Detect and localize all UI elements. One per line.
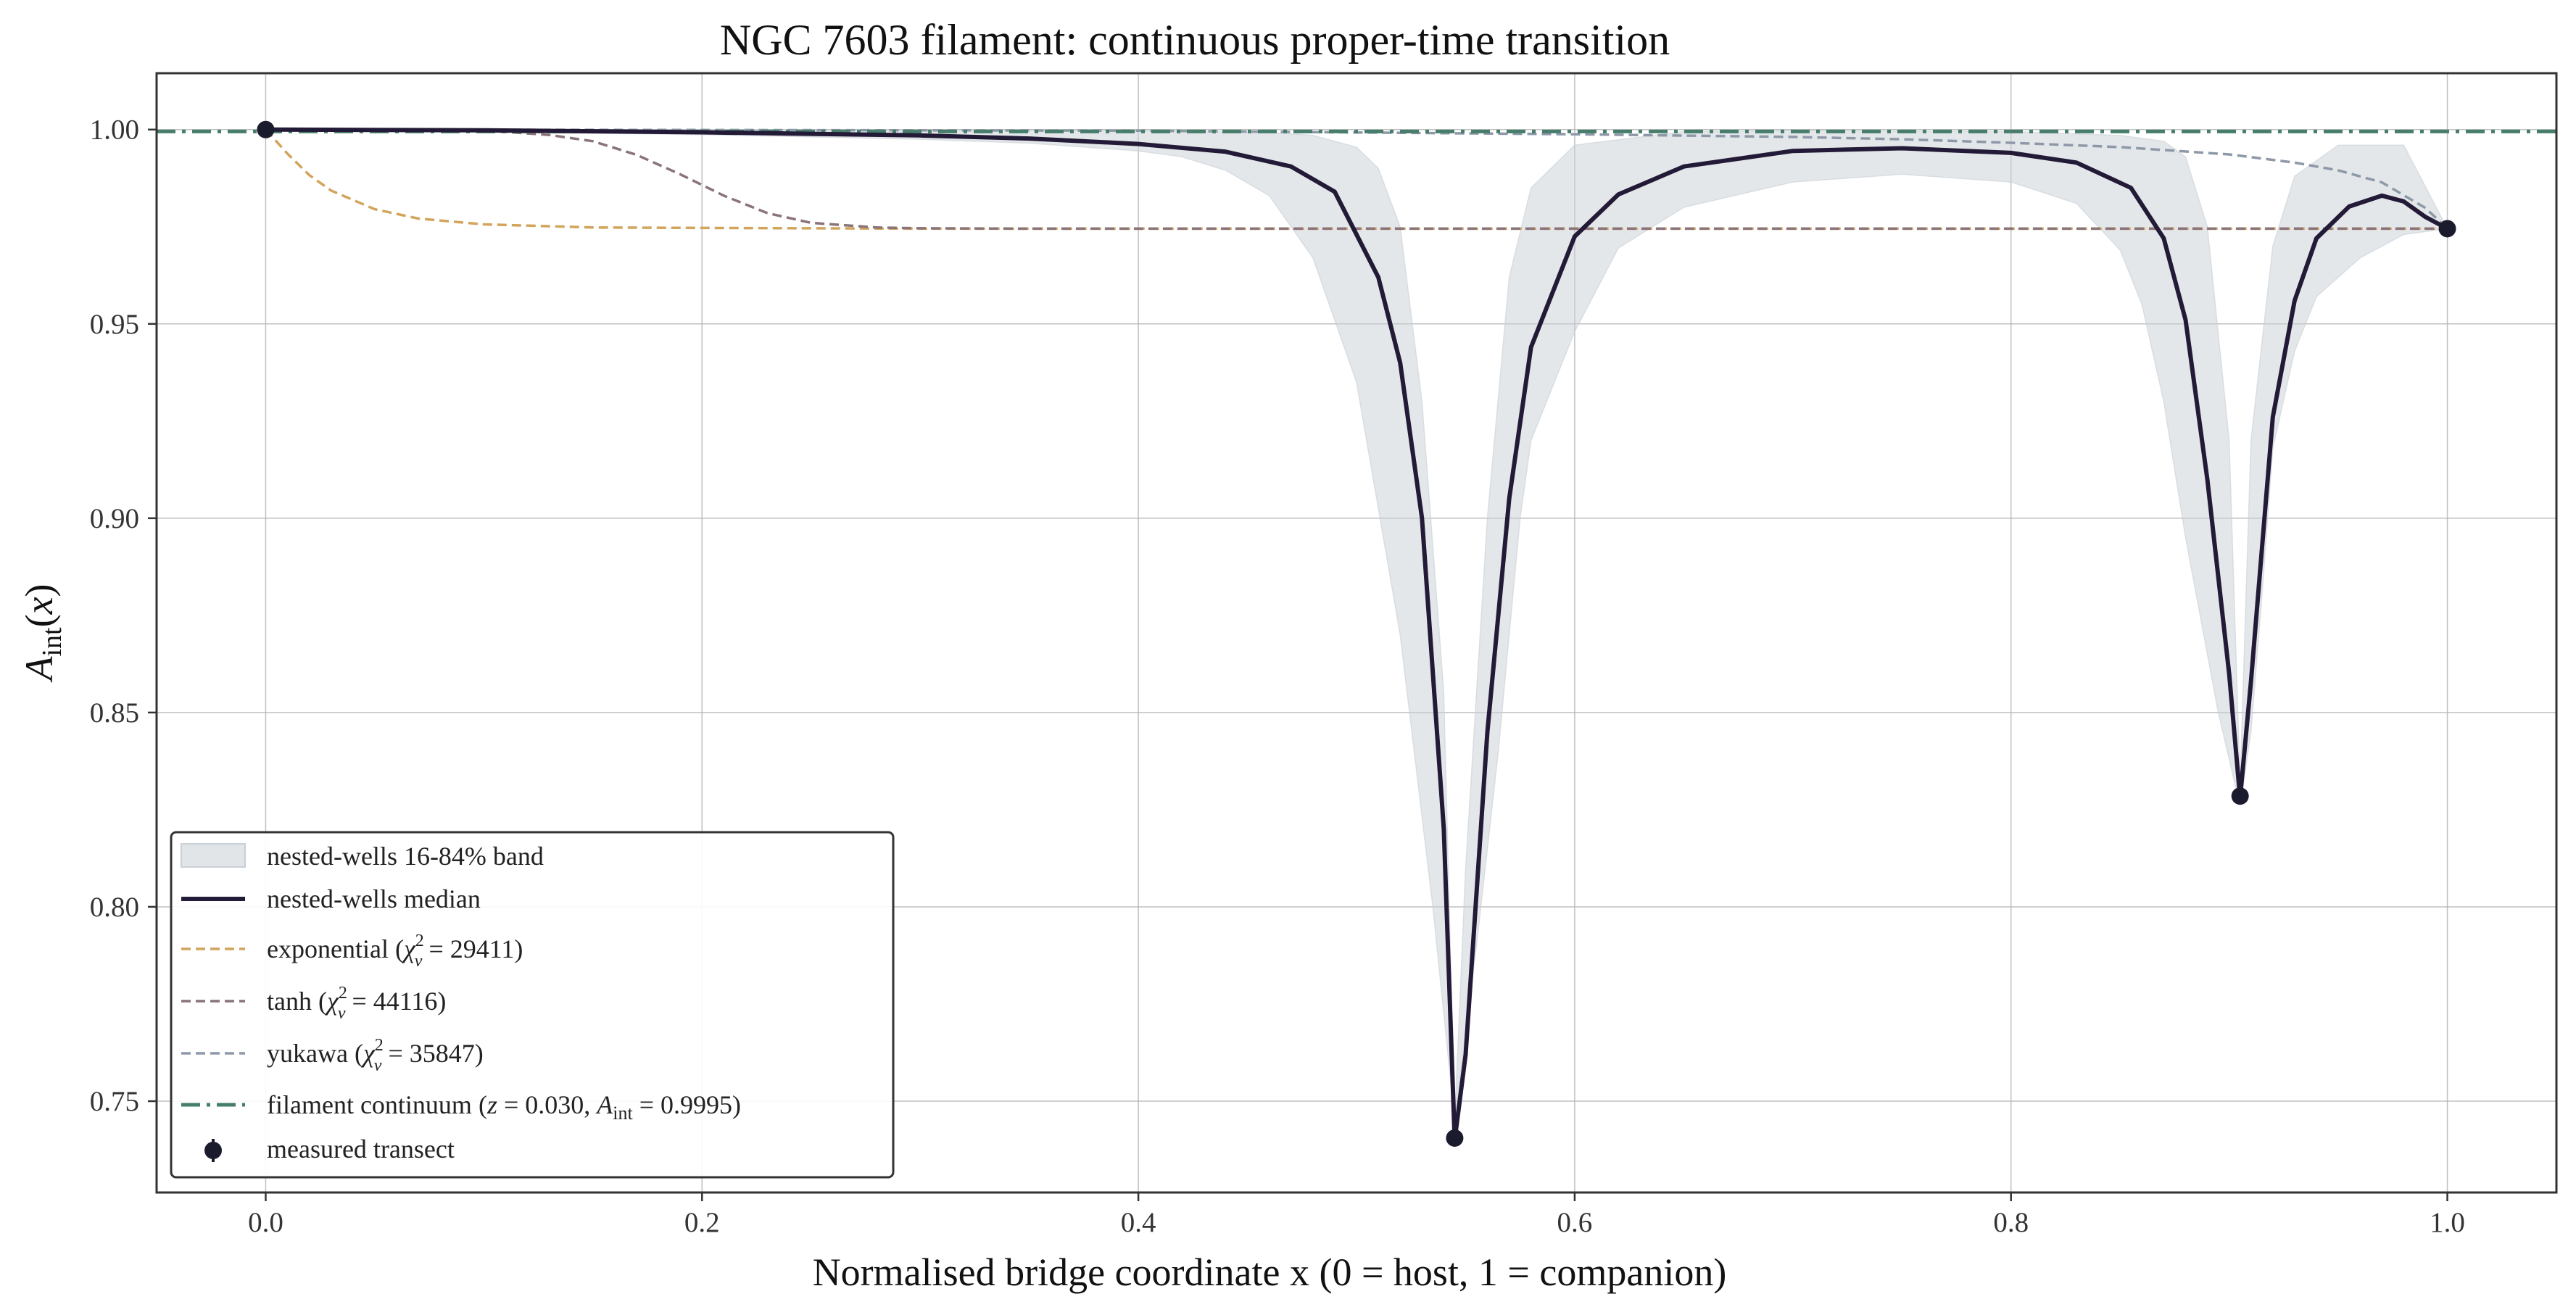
legend-label-median: nested-wells median [267, 884, 481, 913]
legend-label-band: nested-wells 16-84% band [267, 842, 544, 871]
measured-point [1446, 1129, 1464, 1147]
legend-label-measured: measured transect [267, 1134, 455, 1163]
legend-label-continuum: filament continuum (z = 0.030, Aint = 0.… [267, 1090, 741, 1124]
y-axis-title: Aint(x) [17, 584, 67, 682]
x-tick-label: 0.6 [1557, 1207, 1593, 1238]
x-ticks: 0.0 0.2 0.4 0.6 0.8 1.0 [248, 1192, 2465, 1238]
x-tick-label: 0.0 [248, 1207, 283, 1238]
legend-swatch-measured [204, 1142, 222, 1159]
y-tick-label: 1.00 [90, 115, 139, 146]
tanh-line [265, 128, 2448, 231]
yukawa-line [265, 128, 2448, 230]
legend-swatch-band [181, 843, 246, 868]
x-tick-label: 0.2 [684, 1207, 720, 1238]
x-tick-label: 1.0 [2430, 1207, 2465, 1238]
measured-point [2438, 220, 2456, 238]
measured-point [2231, 787, 2249, 805]
legend: nested-wells 16-84% band nested-wells me… [170, 831, 895, 1179]
markers-layer [257, 120, 2456, 1147]
y-tick-label: 0.80 [90, 892, 139, 923]
y-tick-label: 0.85 [90, 697, 139, 729]
band-layer [265, 128, 2448, 1121]
measured-point [257, 120, 275, 138]
y-ticks: 0.75 0.80 0.85 0.90 0.95 1.00 [90, 115, 157, 1117]
x-tick-label: 0.8 [1993, 1207, 2029, 1238]
legend-swatches [181, 843, 246, 1162]
median-line [265, 127, 2448, 1142]
chart-title: NGC 7603 filament: continuous proper-tim… [720, 16, 1670, 64]
plot-frame [155, 72, 2558, 1194]
y-tick-label: 0.75 [90, 1086, 139, 1117]
y-tick-label: 0.90 [90, 503, 139, 534]
band-area [265, 128, 2448, 1121]
x-axis-title: Normalised bridge coordinate x (0 = host… [813, 1250, 1727, 1294]
x-tick-label: 0.4 [1121, 1207, 1156, 1238]
y-tick-label: 0.95 [90, 309, 139, 340]
lines-layer [157, 127, 2556, 1142]
legend-frame [170, 831, 895, 1179]
